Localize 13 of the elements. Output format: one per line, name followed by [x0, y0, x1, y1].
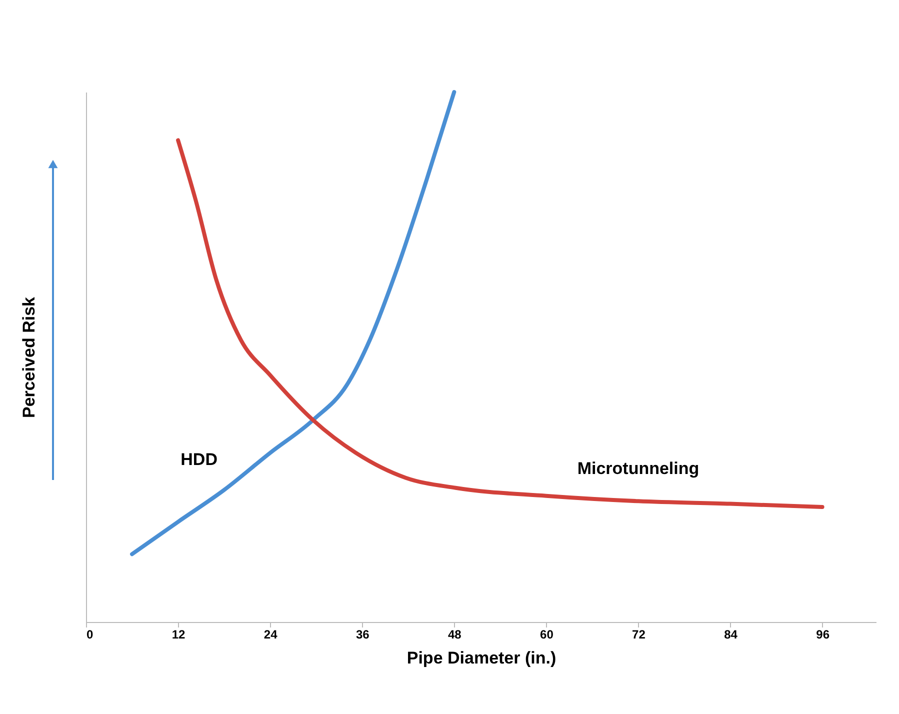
x-tick-label: 48 [448, 628, 462, 642]
series-label: HDD [180, 450, 218, 470]
x-tick-label: 60 [540, 628, 554, 642]
x-tick-label: 0 [86, 628, 94, 642]
x-tick-label: 12 [172, 628, 186, 642]
x-tick-label: 36 [356, 628, 370, 642]
x-axis-title: Pipe Diameter (in.) [406, 648, 556, 668]
series-label: Microtunneling [577, 459, 700, 478]
y-axis-title: Perceived Risk [20, 296, 38, 418]
x-tick-label: 84 [724, 628, 738, 642]
x-tick-label: 96 [816, 628, 830, 642]
x-tick-label: 72 [632, 628, 646, 642]
x-tick-label: 24 [264, 628, 278, 642]
